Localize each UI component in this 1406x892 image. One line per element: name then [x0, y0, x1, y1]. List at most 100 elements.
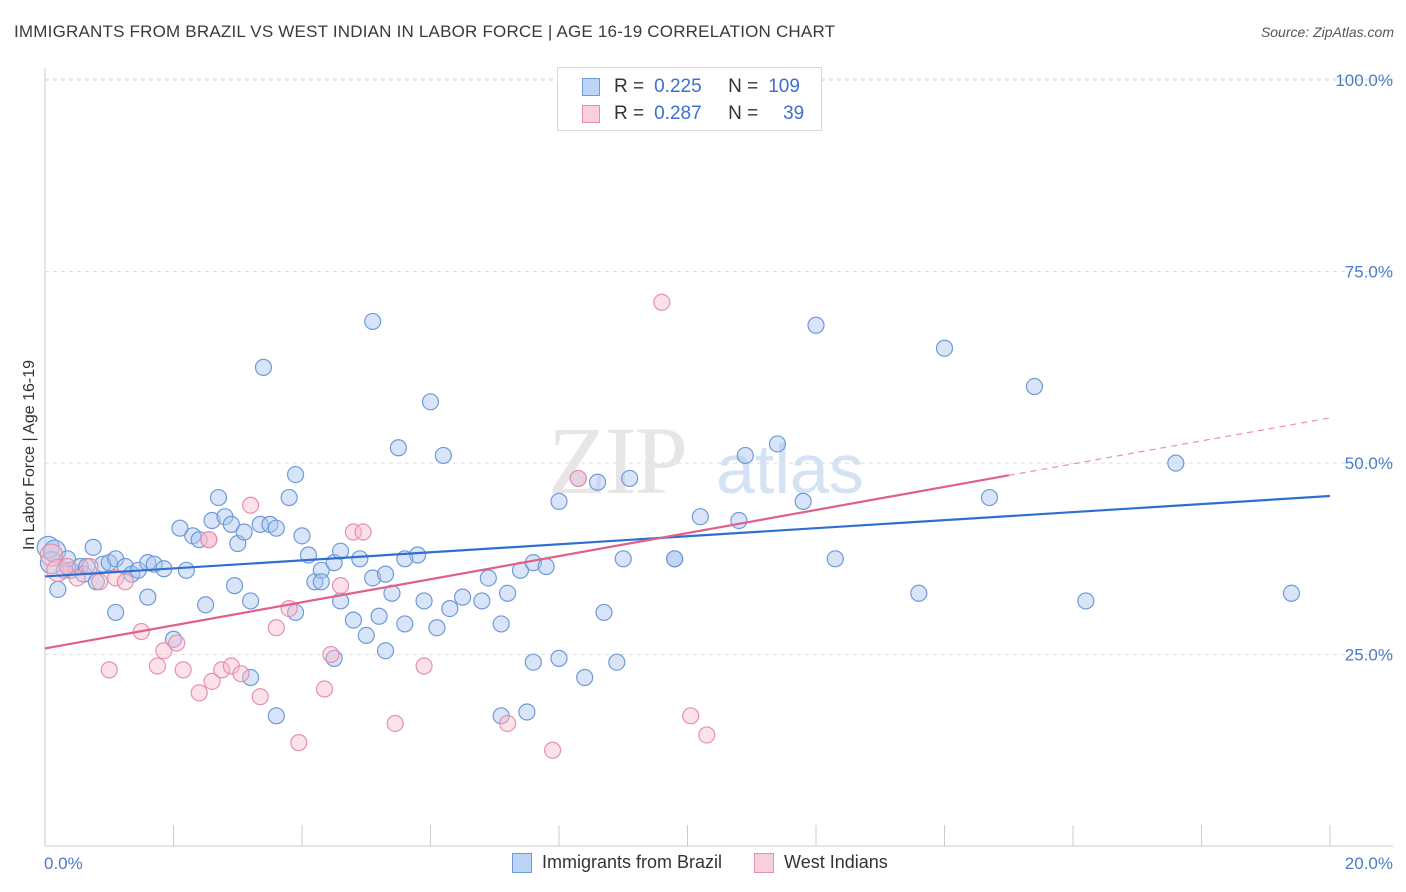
brazil-point [935, 339, 954, 357]
brazil-point [254, 358, 273, 376]
brazil-point [209, 488, 228, 507]
brazil-point [595, 603, 613, 622]
brazil-point [518, 703, 536, 721]
legend-n-value-brazil: 109 [768, 76, 800, 97]
brazil-point [351, 550, 369, 568]
west-indians-point [232, 665, 250, 683]
brazil-point [84, 538, 102, 556]
legend-n-value-west-indians: 39 [783, 103, 805, 124]
brazil-point [492, 615, 510, 633]
brazil-point [280, 488, 298, 507]
x-tick-label-max: 20.0% [1345, 854, 1393, 873]
brazil-point [980, 488, 999, 507]
brazil-point [376, 565, 395, 583]
legend-n-label: N = [728, 76, 759, 97]
west-indians-point [107, 569, 125, 587]
brazil-point [197, 596, 215, 614]
west-indians-point [251, 688, 269, 706]
brazil-point [1077, 592, 1095, 610]
brazil-point [145, 555, 163, 573]
brazil-point [139, 588, 157, 606]
grid-lines [45, 78, 1393, 656]
watermark-atlas: atlas [716, 430, 864, 508]
brazil-point [524, 653, 542, 671]
y-tick-labels: 25.0% 50.0% 75.0% 100.0% [1335, 71, 1393, 664]
trend-lines [44, 417, 1331, 650]
brazil-point [441, 600, 459, 618]
west-indians-point [682, 707, 700, 725]
y-tick-label: 25.0% [1345, 646, 1393, 665]
brazil-point [177, 561, 195, 579]
brazil-point [550, 492, 568, 510]
bottom-legend-swatch-blue [512, 852, 532, 873]
series-west-indians-points [39, 293, 716, 759]
west-indians-point [322, 645, 340, 664]
y-tick-label: 100.0% [1335, 71, 1393, 90]
west-indians-point [203, 672, 221, 690]
brazil-point [225, 577, 244, 595]
legend-r-label: R = [614, 76, 645, 97]
brazil-point [286, 465, 305, 484]
bottom-legend-item-west-indians: West Indians [754, 852, 888, 873]
brazil-point [344, 611, 362, 629]
brazil-point [691, 508, 709, 526]
brazil-point [479, 569, 497, 587]
brazil-point [376, 642, 395, 660]
west-indians-point [200, 531, 218, 549]
brazil-point [331, 542, 350, 560]
west-indians-point [100, 661, 118, 679]
bottom-legend: Immigrants from Brazil West Indians [512, 852, 920, 873]
west-indians-point [91, 573, 109, 591]
brazil-point [421, 393, 440, 411]
legend-r-label: R = [614, 103, 645, 124]
west-indians-point [148, 657, 167, 675]
west-indians-point [290, 734, 308, 752]
brazil-point [293, 527, 311, 545]
x-tick-labels: 0.0% 20.0% [44, 854, 1393, 873]
west-indians-point [331, 577, 350, 595]
brazil-point [736, 446, 754, 465]
legend-r-value-west-indians: 0.287 [654, 103, 702, 124]
watermark-zip: ZIP [548, 407, 686, 514]
brazil-point [794, 492, 812, 510]
brazil-point [910, 584, 928, 602]
brazil-point [396, 615, 414, 633]
west-indians-point [315, 680, 334, 698]
brazil-point [550, 649, 568, 667]
west-indians-point [242, 496, 260, 514]
west-indians-point [344, 523, 362, 541]
brazil-point [171, 519, 189, 537]
brazil-point [473, 592, 491, 610]
west-indians-point [415, 657, 433, 675]
brazil-point [454, 588, 472, 606]
west-indians-point [190, 684, 208, 702]
legend-row-west-indians: R = 0.287 N = 39 [582, 103, 804, 125]
brazil-trend-line [44, 494, 1331, 578]
brazil-point [107, 603, 125, 622]
brazil-point [1167, 454, 1185, 472]
brazil-point [666, 550, 684, 568]
brazil-point [364, 569, 382, 587]
legend-swatch-blue [582, 78, 600, 96]
brazil-point [357, 626, 375, 645]
west-indians-point [543, 741, 562, 759]
bottom-legend-swatch-pink [754, 852, 775, 873]
west-indians-point [698, 726, 716, 744]
brazil-point [826, 550, 844, 568]
source-credit: Source: ZipAtlas.com [1260, 24, 1394, 40]
brazil-point [499, 584, 517, 602]
brazil-point [434, 446, 452, 465]
brazil-point [49, 580, 67, 599]
series-brazil-points [36, 312, 1301, 725]
brazil-point [608, 653, 626, 671]
brazil-point [807, 316, 825, 334]
brazil-point [576, 668, 594, 687]
brazil-point [242, 668, 260, 687]
west-indians-point [386, 714, 404, 733]
brazil-point [1025, 377, 1044, 396]
legend-swatch-pink [582, 105, 600, 123]
west-indians-point [174, 661, 192, 679]
brazil-point [312, 573, 330, 591]
bottom-legend-label-brazil: Immigrants from Brazil [542, 852, 723, 872]
